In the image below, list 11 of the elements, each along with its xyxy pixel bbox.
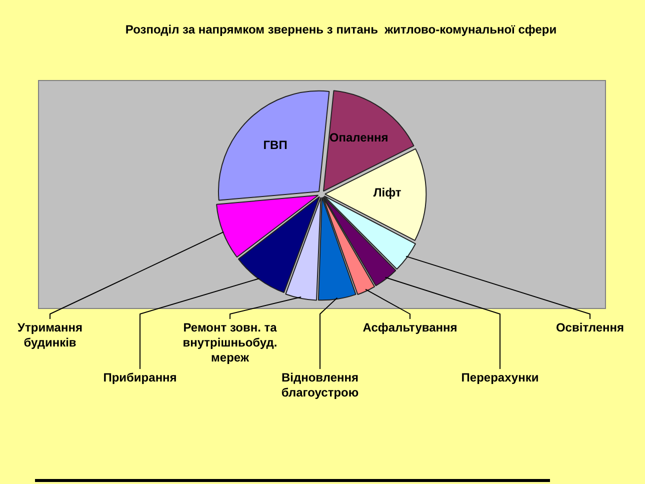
slice-label: Ліфт [373,185,402,200]
slice-label: Асфальтування [362,320,458,334]
slice-label: Утримання будинків [18,320,82,350]
slice-label: Перерахунки [461,370,539,384]
slice-label: Опалення [329,130,388,145]
slice-label: Освітлення [556,320,624,334]
chart-title: Розподіл за напрямком звернень з питань житлово-комунальної сфери [125,22,557,36]
slice-label: Ремонт зовн. та внутрішньобуд. мереж [182,320,278,364]
slice-label: Відновлення благоустрою [281,370,359,400]
slice-label: Прибирання [103,370,177,384]
slice-label: ГВП [263,138,288,152]
